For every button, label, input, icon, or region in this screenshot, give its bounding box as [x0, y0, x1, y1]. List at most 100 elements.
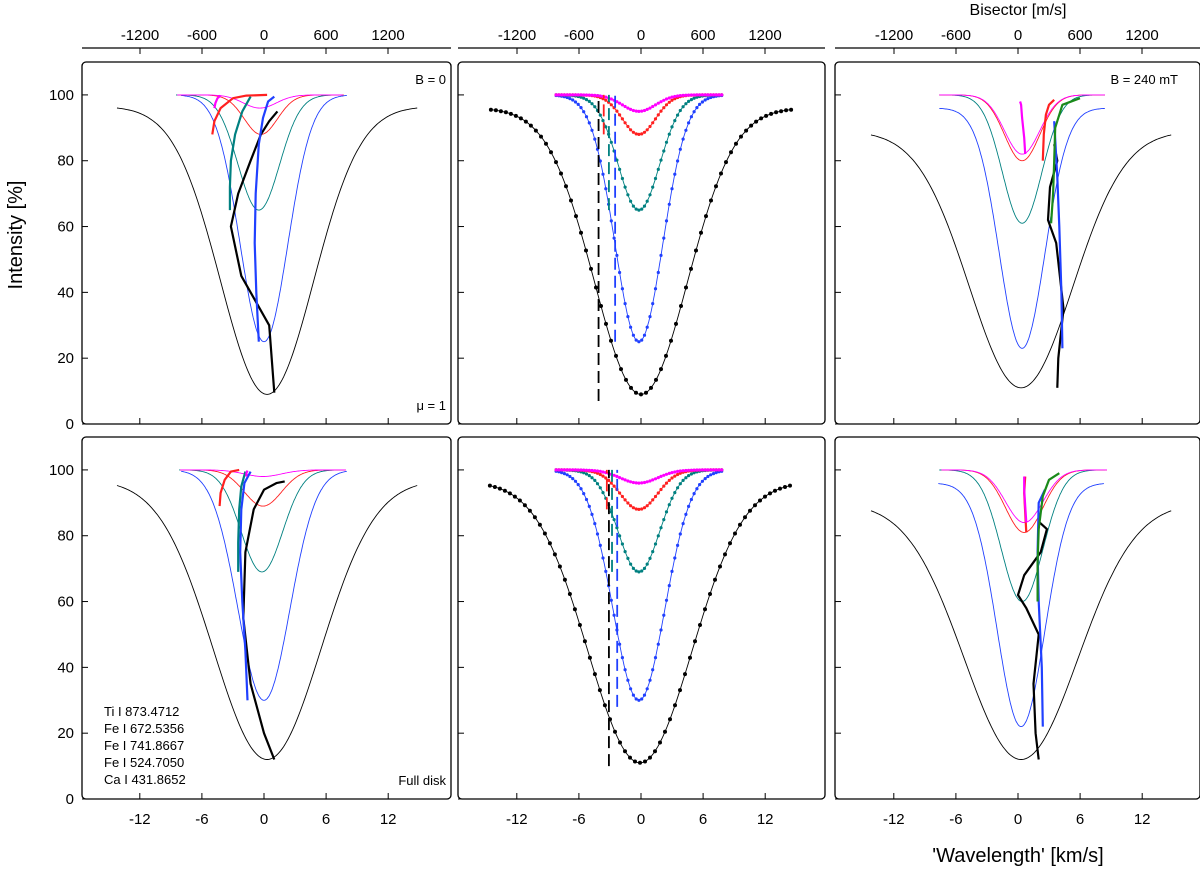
observed-point — [565, 468, 569, 472]
observed-point — [576, 468, 580, 472]
observed-point — [645, 107, 649, 111]
observed-point — [544, 141, 548, 146]
observed-point — [684, 102, 688, 106]
observed-point — [667, 584, 671, 588]
observed-point — [582, 96, 586, 100]
observed-point — [642, 130, 647, 134]
observed-point — [642, 333, 647, 337]
observed-point — [552, 552, 557, 557]
bisector-ca-i-431-8652 — [242, 480, 285, 760]
observed-point — [631, 108, 636, 113]
x-tick-label: -12 — [506, 811, 528, 828]
observed-point — [595, 532, 600, 536]
observed-point — [639, 392, 643, 397]
observed-fe-i-524-7050 — [554, 93, 724, 344]
profile-fe-i-672-5356 — [556, 94, 722, 135]
observed-point — [689, 115, 694, 119]
legend-entry: Ti I 873.4712 — [104, 704, 179, 719]
observed-point — [678, 469, 682, 473]
observed-point — [659, 487, 663, 492]
top-tick-label: 0 — [637, 27, 645, 44]
observed-point — [717, 93, 721, 97]
observed-point — [728, 541, 732, 546]
observed-point — [574, 214, 578, 219]
profile-fe-i-741-8667 — [175, 94, 342, 211]
observed-point — [651, 104, 655, 109]
x-axis-title: 'Wavelength' [km/s] — [932, 845, 1103, 867]
observed-point — [673, 97, 677, 101]
observed-point — [640, 697, 644, 701]
observed-point — [629, 687, 633, 691]
observed-point — [523, 119, 528, 124]
observed-point — [573, 468, 578, 472]
annotation-b240: B = 240 mT — [1110, 72, 1178, 87]
observed-point — [673, 470, 677, 474]
observed-point — [733, 531, 737, 536]
legend-entry: Fe I 672.5356 — [104, 721, 184, 736]
observed-point — [631, 333, 636, 337]
observed-point — [695, 106, 699, 110]
observed-point — [609, 598, 613, 602]
observed-point — [629, 199, 633, 203]
observed-point — [667, 96, 671, 100]
panel-top-center: -1200 -600 0 600 1200 — [457, 27, 826, 425]
observed-point — [629, 128, 633, 132]
observed-point — [593, 105, 597, 109]
observed-point — [651, 668, 655, 672]
observed-point — [626, 556, 630, 561]
observed-point — [664, 219, 669, 223]
observed-point — [612, 518, 616, 522]
top-tick-label: 1200 — [371, 27, 404, 44]
y-tick-label: 100 — [49, 462, 74, 479]
observed-point — [620, 176, 625, 181]
bisector-fe-i-524-7050 — [1053, 121, 1064, 349]
observed-point — [582, 110, 586, 114]
observed-point — [648, 124, 652, 129]
x-tick-label: 12 — [757, 811, 774, 828]
observed-point — [601, 474, 605, 478]
observed-point — [649, 385, 653, 390]
observed-point — [593, 478, 597, 482]
observed-point — [706, 474, 710, 479]
observed-point — [773, 488, 777, 493]
observed-point — [642, 693, 647, 697]
observed-point — [572, 607, 577, 612]
observed-point — [584, 468, 589, 472]
bisector-fe-i-672-5356 — [218, 468, 240, 507]
profile-ca-i-431-8652 — [116, 485, 418, 760]
observed-point — [664, 353, 668, 358]
observed-point — [582, 492, 586, 496]
observed-point — [573, 93, 578, 97]
observed-point — [651, 121, 655, 125]
observed-point — [595, 471, 600, 475]
observed-point — [744, 128, 749, 133]
observed-point — [640, 481, 644, 485]
observed-point — [714, 184, 718, 189]
observed-point — [573, 100, 578, 104]
y-tick-label: 0 — [66, 791, 74, 808]
observed-point — [668, 717, 672, 722]
observed-point — [645, 687, 649, 691]
observed-point — [698, 102, 702, 106]
observed-point — [703, 93, 707, 97]
observed-point — [700, 468, 705, 472]
observed-point — [623, 185, 627, 189]
observed-point — [687, 504, 691, 508]
observed-point — [656, 534, 660, 538]
observed-point — [706, 97, 710, 101]
observed-ca-i-431-8652 — [488, 107, 794, 397]
observed-point — [667, 132, 671, 136]
profile-fe-i-741-8667 — [556, 469, 722, 573]
observed-point — [623, 550, 627, 554]
top-tick-label: 600 — [690, 27, 715, 44]
profile-fe-i-524-7050 — [556, 95, 722, 343]
observed-point — [618, 642, 622, 646]
observed-point — [645, 199, 649, 203]
observed-point — [673, 556, 677, 560]
observed-point — [683, 672, 687, 677]
observed-point — [703, 468, 707, 472]
top-tick-label: 0 — [260, 27, 268, 44]
observed-point — [651, 302, 655, 306]
observed-point — [759, 116, 764, 121]
bisector-fe-i-741-8667 — [237, 471, 247, 572]
